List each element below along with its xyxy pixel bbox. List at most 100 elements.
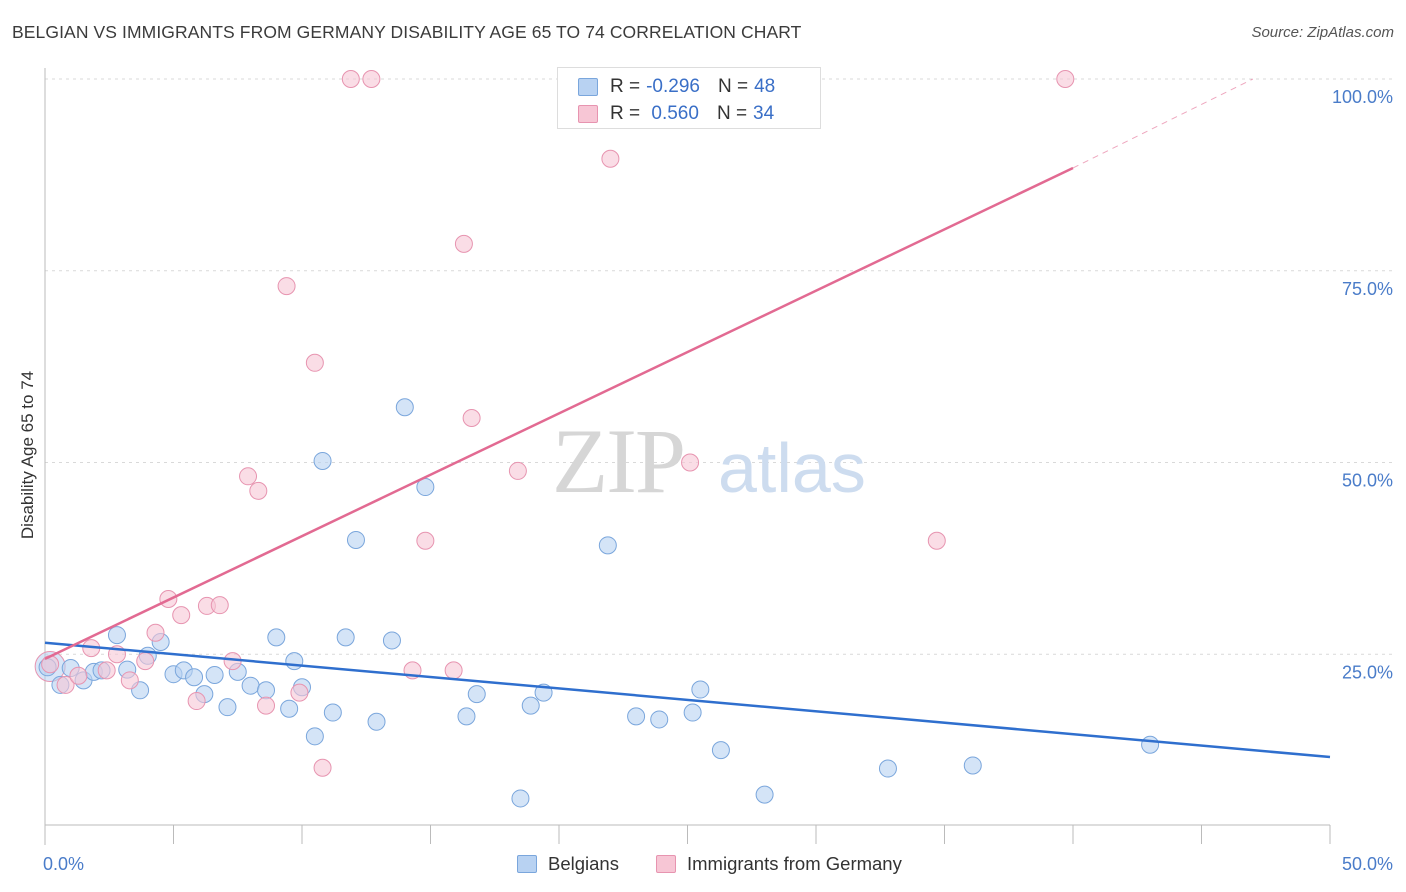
legend-swatch-pink [578,105,598,123]
belgian-point [185,668,204,687]
belgian-point [395,398,414,417]
legend-r-label: R = [610,76,641,97]
immigrant-point [187,692,206,711]
watermark-atlas: atlas [718,429,866,507]
chart-source: Source: ZipAtlas.com [1251,24,1394,41]
series-legend-label: Immigrants from Germany [687,853,902,874]
belgian-point [878,759,897,778]
immigrant-point [454,234,473,253]
watermark-zip: ZIP [552,410,684,512]
immigrant-point [1056,70,1075,88]
y-tick-label: 100.0% [1332,87,1393,107]
immigrant-point [290,683,309,702]
series-swatch-pink [656,855,676,873]
immigrant-point [444,661,463,680]
belgian-point [313,451,332,470]
correlation-legend: R = -0.296 N = 48 R = 0.560 N = 34 [557,67,821,129]
immigrant-point [239,467,258,486]
immigrant-point [305,353,324,372]
y-axis-title: Disability Age 65 to 74 [18,371,37,539]
legend-n-value: 48 [754,76,776,97]
belgian-point [267,628,286,647]
legend-n-value: 34 [753,103,775,124]
immigrant-point [416,531,435,550]
belgian-point [107,626,126,645]
belgian-point [367,712,386,731]
belgian-point [205,665,224,684]
points-layer [34,70,1160,808]
immigrant-point [69,666,88,685]
labels-layer: 100.0% 75.0% 50.0% 25.0% 0.0% 50.0% Disability… [18,87,1393,874]
belgian-point [963,756,982,775]
watermark: ZIP atlas [552,410,866,512]
immigrant-point [341,70,360,88]
immigrant-point [313,758,332,777]
immigrant-point [120,671,139,690]
belgian-point [457,707,476,726]
belgian-point [323,703,342,722]
belgian-point [336,628,355,647]
immigrant-point [56,675,75,694]
belgian-point [650,710,669,729]
immigrant-point [362,70,381,88]
legend-row-immigrants: R = 0.560 N = 34 [578,101,774,127]
belgian-point [683,703,702,722]
y-tick-label: 25.0% [1342,662,1393,682]
y-tick-label: 75.0% [1342,279,1393,299]
immigrant-point [249,481,268,500]
series-legend-label: Belgians [548,853,619,874]
immigrant-trend-extension [1072,78,1254,169]
legend-row-belgians: R = -0.296 N = 48 [578,74,775,100]
belgian-point [511,789,530,808]
immigrant-point [508,461,527,480]
belgian-point [241,676,260,695]
legend-r-value: 0.560 [646,103,699,124]
belgian-point [521,696,540,715]
belgian-point [1141,735,1160,754]
trend-layer [44,78,1331,759]
belgian-point [280,699,299,718]
belgian-point [346,530,365,549]
belgian-point [598,536,617,555]
belgian-point [218,698,237,717]
immigrant-point [146,623,165,642]
x-tick-label: 0.0% [43,854,84,874]
immigrant-point [136,652,155,671]
series-swatch-blue [517,855,537,873]
immigrant-point [210,596,229,615]
y-tick-label: 50.0% [1342,471,1393,491]
immigrant-point [257,696,276,715]
immigrant-point [277,277,296,296]
grid-layer [45,78,1392,655]
legend-n-label: N = [717,76,749,97]
immigrant-point [462,409,481,428]
immigrant-point [172,606,191,625]
immigrant-point [41,655,60,674]
series-legend: Belgians Immigrants from Germany [0,853,1406,877]
x-tick-label: 50.0% [1342,854,1393,874]
series-legend-immigrants[interactable]: Immigrants from Germany [656,853,902,875]
immigrant-point [927,531,946,550]
belgian-point [257,681,276,700]
belgian-point [467,685,486,704]
legend-r-value: -0.296 [646,76,700,97]
belgian-point [627,707,646,726]
belgian-point [711,741,730,760]
chart-title: BELGIAN VS IMMIGRANTS FROM GERMANY DISAB… [12,22,802,42]
belgian-point [382,631,401,650]
legend-n-label: N = [716,103,748,124]
belgian-point [691,680,710,699]
immigrant-point [97,661,116,680]
belgian-point [755,785,774,804]
immigrant-point [601,149,620,168]
belgian-point [285,652,304,671]
immigrant-trend-line [44,166,1074,660]
axes-layer [44,68,1331,845]
belgian-trend-line [44,641,1331,759]
legend-swatch-blue [578,78,598,96]
belgian-point [305,727,324,746]
legend-r-label: R = [610,103,641,124]
series-legend-belgians[interactable]: Belgians [517,853,619,875]
immigrant-point [681,453,700,472]
